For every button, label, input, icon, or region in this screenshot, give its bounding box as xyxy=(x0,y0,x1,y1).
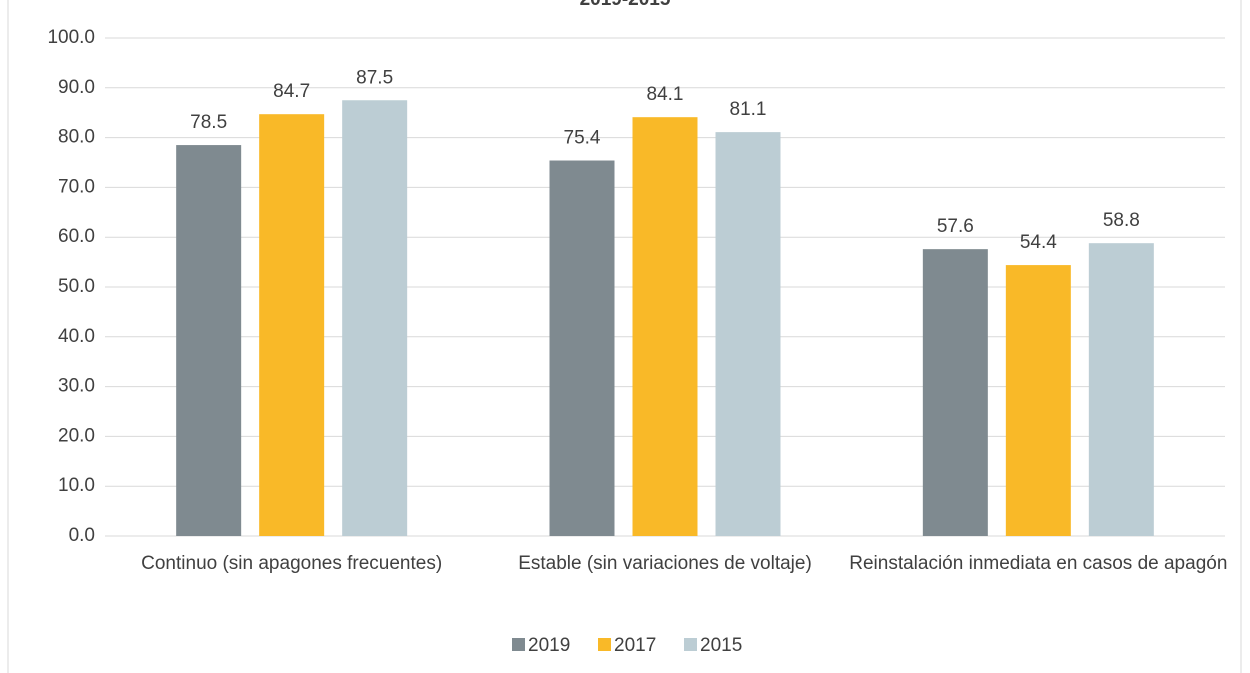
x-tick-label-box: Continuo (sin apagones frecuentes) xyxy=(141,553,443,574)
data-label: 84.7 xyxy=(273,81,310,102)
x-tick-label: Continuo (sin apagones frecuentes) xyxy=(141,553,443,574)
chart-title: 2019-2015 xyxy=(580,0,671,10)
y-tick-label: 20.0 xyxy=(58,425,95,446)
y-tick-label: 0.0 xyxy=(69,525,95,546)
bar xyxy=(176,145,242,536)
legend-swatch xyxy=(512,638,525,651)
legend-swatch xyxy=(598,638,611,651)
bar xyxy=(715,132,781,536)
data-label: 75.4 xyxy=(564,128,601,149)
y-tick-label: 30.0 xyxy=(58,376,95,397)
legend-label: 2015 xyxy=(700,635,742,656)
legend-swatch xyxy=(684,638,697,651)
y-tick-label: 70.0 xyxy=(58,176,95,197)
y-tick-label: 60.0 xyxy=(58,226,95,247)
data-label: 87.5 xyxy=(356,67,393,88)
y-tick-label: 90.0 xyxy=(58,77,95,98)
bar xyxy=(1005,265,1071,536)
data-label: 78.5 xyxy=(190,112,227,133)
bar xyxy=(922,249,988,537)
data-label: 58.8 xyxy=(1103,210,1140,231)
y-tick-label: 50.0 xyxy=(58,276,95,297)
y-tick-label: 40.0 xyxy=(58,326,95,347)
bar xyxy=(342,100,408,536)
x-tick-label-box: Reinstalación inmediata en casos de apag… xyxy=(849,553,1228,574)
bar xyxy=(259,114,325,536)
x-tick-label-box: Estable (sin variaciones de voltaje) xyxy=(518,553,812,574)
data-label: 57.6 xyxy=(937,216,974,237)
y-tick-label: 100.0 xyxy=(47,27,95,48)
x-tick-label: Estable (sin variaciones de voltaje) xyxy=(518,553,812,574)
x-tick-label: Reinstalación inmediata en casos de apag… xyxy=(849,553,1228,574)
bar xyxy=(632,117,698,536)
data-label: 54.4 xyxy=(1020,232,1057,253)
data-label: 84.1 xyxy=(647,84,684,105)
bar xyxy=(549,160,615,536)
y-tick-label: 80.0 xyxy=(58,127,95,148)
bar xyxy=(1088,243,1154,536)
y-tick-label: 10.0 xyxy=(58,475,95,496)
legend-label: 2019 xyxy=(528,635,570,656)
legend-label: 2017 xyxy=(614,635,656,656)
data-label: 81.1 xyxy=(730,99,767,120)
